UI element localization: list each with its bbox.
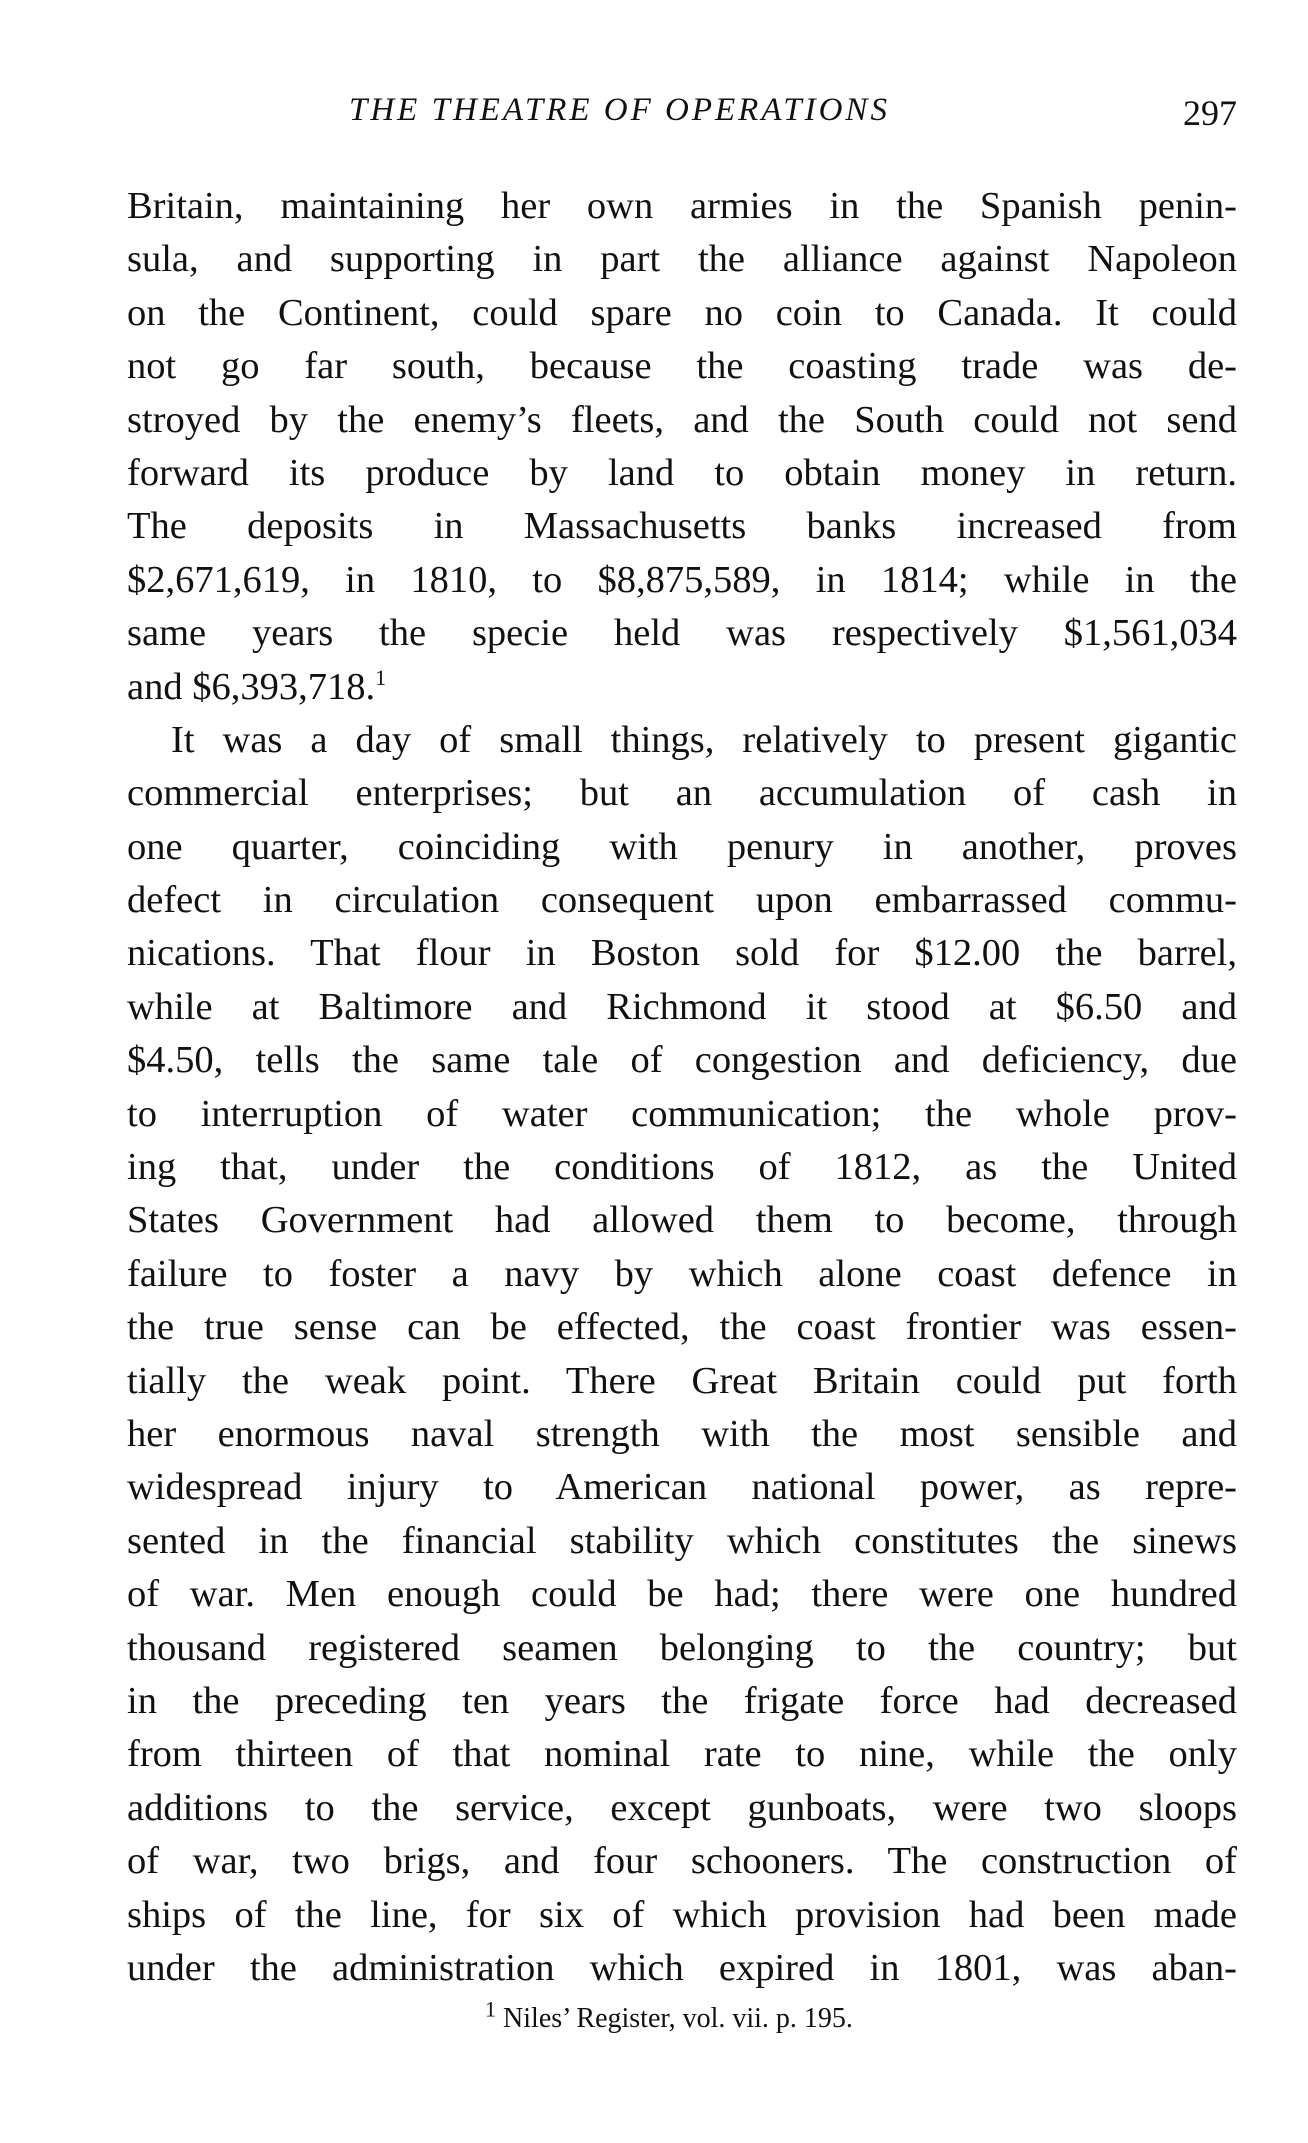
text-line: Britain, maintaining her own armies in t…	[127, 180, 1237, 233]
text-line-content: $2,671,619, in 1810, to $8,875,589, in 1…	[127, 558, 1237, 601]
page-number: 297	[1183, 93, 1237, 133]
footnote-marker: 1	[485, 1996, 497, 2022]
text-line: of war. Men enough could be had; there w…	[127, 1568, 1237, 1621]
text-line-content: Britain, maintaining her own armies in t…	[127, 185, 1237, 227]
running-header: THE THEATRE OF OPERATIONS 297	[127, 92, 1237, 136]
text-line-content: one quarter, coinciding with penury in a…	[127, 825, 1237, 868]
text-line-content: to interruption of water communication; …	[127, 1092, 1237, 1135]
text-line-content: commercial enterprises; but an accumulat…	[127, 772, 1237, 815]
text-line: defect in circulation consequent upon em…	[127, 874, 1237, 927]
text-line-content: additions to the service, except gunboat…	[127, 1786, 1237, 1829]
body-text: Britain, maintaining her own armies in t…	[127, 180, 1237, 1995]
text-line: ships of the line, for six of which prov…	[127, 1889, 1237, 1942]
text-line: failure to foster a navy by which alone …	[127, 1248, 1237, 1301]
text-line-content: her enormous naval strength with the mos…	[127, 1412, 1237, 1455]
text-line-content: thousand registered seamen belonging to …	[127, 1626, 1237, 1669]
text-line-content: under the administration which expired i…	[127, 1946, 1237, 1989]
text-line-content: same years the specie held was respectiv…	[127, 612, 1237, 655]
text-line-content: defect in circulation consequent upon em…	[127, 879, 1237, 922]
text-line: same years the specie held was respectiv…	[127, 607, 1237, 660]
text-line: sula, and supporting in part the allianc…	[127, 233, 1237, 286]
text-line: widespread injury to American national p…	[127, 1461, 1237, 1514]
text-line: States Government had allowed them to be…	[127, 1194, 1237, 1247]
text-line-content: of war, two brigs, and four schooners. T…	[127, 1840, 1237, 1883]
text-line-content: ing that, under the conditions of 1812, …	[127, 1146, 1237, 1189]
text-line: nications. That flour in Boston sold for…	[127, 927, 1237, 980]
text-line: It was a day of small things, relatively…	[127, 714, 1237, 767]
text-line: The deposits in Massachusetts banks incr…	[127, 500, 1237, 553]
text-line-content: not go far south, because the coasting t…	[127, 345, 1237, 388]
footnote-text: Niles’ Register, vol. vii. p. 195.	[496, 2003, 853, 2034]
text-line-content: the true sense can be effected, the coas…	[127, 1306, 1237, 1349]
text-line: to interruption of water communication; …	[127, 1088, 1237, 1141]
text-line-content: while at Baltimore and Richmond it stood…	[127, 985, 1237, 1028]
text-line: additions to the service, except gunboat…	[127, 1782, 1237, 1835]
text-line: stroyed by the enemy’s fleets, and the S…	[127, 394, 1237, 447]
text-line-content: tially the weak point. There Great Brita…	[127, 1359, 1237, 1402]
text-line-content: sented in the financial stability which …	[127, 1519, 1237, 1562]
text-line: and $6,393,718.1	[127, 661, 1237, 714]
text-line: in the preceding ten years the frigate f…	[127, 1675, 1237, 1728]
text-line-content: ships of the line, for six of which prov…	[127, 1893, 1237, 1936]
text-line-content: The deposits in Massachusetts banks incr…	[127, 505, 1237, 548]
text-line-content: stroyed by the enemy’s fleets, and the S…	[127, 398, 1237, 441]
text-line: thousand registered seamen belonging to …	[127, 1622, 1237, 1675]
footnote: 1 Niles’ Register, vol. vii. p. 195.	[0, 1998, 1308, 2035]
text-line: under the administration which expired i…	[127, 1942, 1237, 1995]
text-line-content: $4.50, tells the same tale of congestion…	[127, 1039, 1237, 1082]
text-line-content: sula, and supporting in part the allianc…	[127, 238, 1237, 281]
text-line-content: from thirteen of that nominal rate to ni…	[127, 1733, 1237, 1776]
text-line: tially the weak point. There Great Brita…	[127, 1355, 1237, 1408]
text-line-content: and $6,393,718.	[127, 665, 376, 708]
text-line-content: widespread injury to American national p…	[127, 1466, 1237, 1509]
text-line-content: failure to foster a navy by which alone …	[127, 1252, 1237, 1295]
text-line: while at Baltimore and Richmond it stood…	[127, 981, 1237, 1034]
text-line: on the Continent, could spare no coin to…	[127, 287, 1237, 340]
text-line: the true sense can be effected, the coas…	[127, 1301, 1237, 1354]
text-line-content: It was a day of small things, relatively…	[171, 718, 1237, 761]
text-line: $2,671,619, in 1810, to $8,875,589, in 1…	[127, 554, 1237, 607]
text-line: not go far south, because the coasting t…	[127, 340, 1237, 393]
text-line: $4.50, tells the same tale of congestion…	[127, 1034, 1237, 1087]
text-line: forward its produce by land to obtain mo…	[127, 447, 1237, 500]
running-title: THE THEATRE OF OPERATIONS	[349, 92, 890, 128]
text-line-content: forward its produce by land to obtain mo…	[127, 451, 1237, 494]
footnote-reference: 1	[375, 664, 387, 690]
text-line-content: of war. Men enough could be had; there w…	[127, 1573, 1237, 1616]
text-line: commercial enterprises; but an accumulat…	[127, 767, 1237, 820]
text-line: her enormous naval strength with the mos…	[127, 1408, 1237, 1461]
text-line: of war, two brigs, and four schooners. T…	[127, 1835, 1237, 1888]
text-line: ing that, under the conditions of 1812, …	[127, 1141, 1237, 1194]
text-line: from thirteen of that nominal rate to ni…	[127, 1728, 1237, 1781]
text-line-content: nications. That flour in Boston sold for…	[127, 932, 1237, 975]
text-line-content: States Government had allowed them to be…	[127, 1199, 1237, 1242]
text-line: sented in the financial stability which …	[127, 1515, 1237, 1568]
text-line-content: in the preceding ten years the frigate f…	[127, 1679, 1237, 1722]
text-line: one quarter, coinciding with penury in a…	[127, 821, 1237, 874]
text-line-content: on the Continent, could spare no coin to…	[127, 291, 1237, 334]
